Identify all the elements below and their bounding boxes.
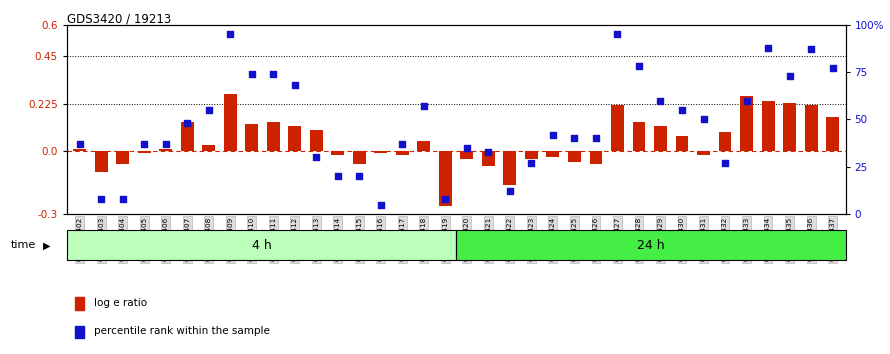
Point <box>632 64 646 69</box>
Point <box>266 71 280 77</box>
Point <box>245 71 259 77</box>
Bar <box>718 132 732 151</box>
Bar <box>331 151 344 155</box>
Bar <box>288 126 301 151</box>
Bar <box>740 96 753 151</box>
Bar <box>159 149 172 151</box>
Point <box>740 98 754 103</box>
Bar <box>457 230 846 260</box>
Point <box>804 47 818 52</box>
Bar <box>439 151 452 206</box>
Point <box>438 196 452 202</box>
Text: GDS3420 / 19213: GDS3420 / 19213 <box>67 12 171 25</box>
Bar <box>589 151 603 164</box>
Point <box>589 136 603 141</box>
Point <box>546 132 560 137</box>
Point <box>158 141 173 147</box>
Point <box>137 141 151 147</box>
Bar <box>546 151 560 157</box>
Point <box>395 141 409 147</box>
Point <box>481 149 496 154</box>
Point <box>417 103 431 109</box>
Bar <box>94 151 108 172</box>
Bar <box>482 151 495 166</box>
Bar <box>352 151 366 164</box>
Bar <box>181 121 194 151</box>
Bar <box>460 151 473 159</box>
Bar <box>75 326 84 338</box>
Bar <box>267 121 279 151</box>
Bar <box>676 136 689 151</box>
Bar <box>310 130 323 151</box>
Bar <box>73 149 86 151</box>
Point <box>331 173 345 179</box>
Text: 4 h: 4 h <box>252 239 271 252</box>
Text: percentile rank within the sample: percentile rank within the sample <box>94 326 270 336</box>
Bar <box>568 151 581 161</box>
Point <box>567 136 581 141</box>
Point <box>675 107 689 113</box>
Bar <box>826 118 839 151</box>
Text: log e ratio: log e ratio <box>94 298 147 308</box>
Point <box>374 202 388 207</box>
Point <box>782 73 797 79</box>
Point <box>352 173 367 179</box>
Bar <box>697 151 710 155</box>
Point <box>309 154 323 160</box>
Point <box>287 82 302 88</box>
Bar <box>375 151 387 153</box>
Point <box>180 120 194 126</box>
Point <box>761 45 775 50</box>
Bar <box>223 94 237 151</box>
Bar <box>805 105 818 151</box>
Point <box>696 117 710 122</box>
Point <box>718 160 732 166</box>
Bar <box>417 141 430 151</box>
Point <box>116 196 130 202</box>
Point <box>460 145 474 151</box>
Point <box>653 98 668 103</box>
Bar <box>117 151 129 164</box>
Bar <box>202 145 215 151</box>
Bar <box>246 124 258 151</box>
Bar <box>783 103 796 151</box>
Point <box>611 32 625 37</box>
Text: time: time <box>11 240 36 250</box>
Point <box>223 32 238 37</box>
Point <box>825 65 839 71</box>
Bar <box>396 151 409 155</box>
Bar <box>611 105 624 151</box>
Bar <box>67 230 457 260</box>
Bar <box>525 151 538 159</box>
Bar <box>654 126 667 151</box>
Point <box>73 141 87 147</box>
Point <box>524 160 538 166</box>
Bar <box>633 121 645 151</box>
Bar <box>762 101 774 151</box>
Bar <box>504 151 516 185</box>
Bar <box>75 297 84 310</box>
Point <box>503 189 517 194</box>
Bar <box>138 151 150 153</box>
Text: ▶: ▶ <box>43 240 50 250</box>
Text: 24 h: 24 h <box>637 239 665 252</box>
Point <box>94 196 109 202</box>
Point <box>202 107 216 113</box>
